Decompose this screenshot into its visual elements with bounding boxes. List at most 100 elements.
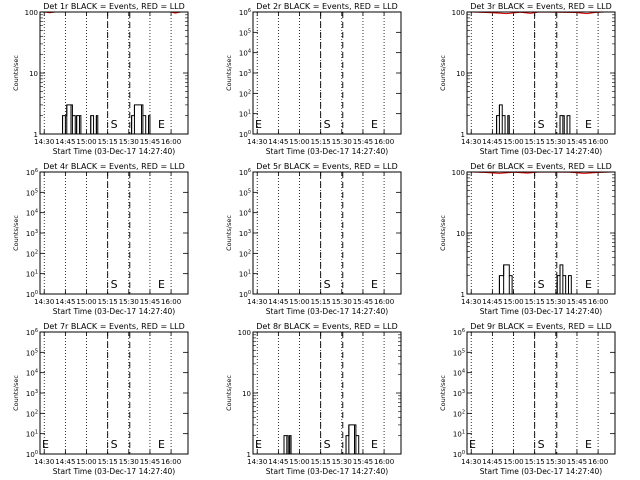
x-tick-label: 15:00 — [289, 138, 309, 146]
x-tick-label: 15:30 — [119, 298, 139, 306]
panel-title: Det 3r BLACK = Events, RED = LLD — [470, 2, 612, 11]
y-tick-label: 1 — [461, 131, 465, 139]
x-axis-label: Start Time (03-Dec-17 14:27:40) — [53, 147, 175, 156]
x-tick-label: 15:15 — [525, 298, 545, 306]
det-panel-7: Det 7r BLACK = Events, RED = LLD Counts/s… — [12, 322, 189, 476]
panel-title: Det 6r BLACK = Events, RED = LLD — [470, 162, 612, 171]
x-tick-label: 15:45 — [140, 458, 160, 466]
y-tick-label: 102 — [26, 249, 38, 258]
marker-s: S — [324, 438, 331, 451]
y-tick-label: 100 — [452, 9, 465, 17]
marker-e: E — [158, 438, 165, 451]
x-tick-label: 15:15 — [311, 458, 331, 466]
x-tick-label: 16:00 — [374, 458, 394, 466]
y-tick-label: 102 — [239, 249, 251, 258]
marker-s: S — [324, 278, 331, 291]
x-tick-label: 14:45 — [55, 138, 75, 146]
x-tick-label: 15:30 — [332, 138, 352, 146]
y-tick-label: 105 — [453, 348, 465, 357]
det-panel-1: Det 1r BLACK = Events, RED = LLD Counts/s… — [12, 2, 189, 156]
y-tick-label: 100 — [26, 290, 38, 299]
panel-title: Det 9r BLACK = Events, RED = LLD — [470, 322, 612, 331]
x-tick-label: 15:00 — [76, 298, 96, 306]
x-tick-label: 15:00 — [503, 298, 523, 306]
marker-s: S — [111, 438, 118, 451]
y-axis-label: Counts/sec — [225, 375, 233, 411]
x-tick-label: 16:00 — [374, 138, 394, 146]
x-tick-label: 14:30 — [247, 298, 267, 306]
y-tick-label: 102 — [239, 89, 251, 98]
x-tick-label: 15:15 — [525, 458, 545, 466]
y-tick-label: 102 — [453, 409, 465, 418]
y-axis-label: Counts/sec — [439, 375, 447, 411]
plot-frame — [252, 331, 402, 455]
x-tick-label: 15:45 — [353, 138, 373, 146]
y-tick-label: 101 — [26, 430, 38, 439]
x-axis-label: Start Time (03-Dec-17 14:27:40) — [480, 467, 602, 476]
y-tick-label: 105 — [26, 348, 38, 357]
y-axis-label: Counts/sec — [225, 215, 233, 251]
y-axis-label: Counts/sec — [12, 375, 20, 411]
y-tick-label: 101 — [26, 270, 38, 279]
y-tick-label: 103 — [239, 69, 251, 78]
y-tick-label: 10 — [456, 230, 465, 238]
y-tick-label: 103 — [453, 389, 465, 398]
x-tick-label: 15:00 — [76, 138, 96, 146]
x-axis-label: Start Time (03-Dec-17 14:27:40) — [266, 307, 388, 316]
x-tick-label: 16:00 — [588, 298, 608, 306]
plot-frame — [39, 11, 189, 135]
y-tick-label: 101 — [453, 430, 465, 439]
x-tick-label: 15:00 — [503, 458, 523, 466]
y-tick-label: 100 — [452, 169, 465, 177]
y-tick-label: 104 — [26, 369, 38, 378]
y-tick-label: 1 — [461, 291, 465, 299]
x-tick-label: 14:45 — [268, 138, 288, 146]
x-tick-label: 14:30 — [34, 298, 54, 306]
marker-e: E — [42, 438, 49, 451]
y-tick-label: 106 — [453, 328, 465, 337]
x-tick-label: 14:45 — [268, 298, 288, 306]
plot-frame — [39, 331, 189, 455]
det-panel-3: Det 3r BLACK = Events, RED = LLD Counts/s… — [439, 2, 616, 156]
plot-frame — [466, 171, 616, 295]
y-tick-label: 102 — [26, 409, 38, 418]
x-tick-label: 14:45 — [55, 458, 75, 466]
x-tick-label: 16:00 — [161, 458, 181, 466]
marker-s: S — [538, 118, 545, 131]
x-axis-label: Start Time (03-Dec-17 14:27:40) — [480, 307, 602, 316]
plot-frame — [39, 171, 189, 295]
x-tick-label: 15:45 — [567, 298, 587, 306]
panel-title: Det 5r BLACK = Events, RED = LLD — [256, 162, 398, 171]
y-axis-label: Counts/sec — [439, 55, 447, 91]
x-tick-label: 15:30 — [332, 298, 352, 306]
panel-title: Det 2r BLACK = Events, RED = LLD — [256, 2, 398, 11]
y-tick-label: 10 — [29, 70, 38, 78]
x-tick-label: 14:30 — [247, 458, 267, 466]
marker-e: E — [585, 278, 592, 291]
x-tick-label: 14:30 — [461, 298, 481, 306]
y-axis-label: Counts/sec — [439, 215, 447, 251]
y-tick-label: 101 — [239, 110, 251, 119]
x-tick-label: 14:45 — [482, 138, 502, 146]
x-tick-label: 15:00 — [289, 458, 309, 466]
marker-e: E — [371, 438, 378, 451]
x-tick-label: 14:30 — [461, 138, 481, 146]
y-tick-label: 106 — [239, 8, 251, 17]
det-panel-8: Det 8r BLACK = Events, RED = LLD Counts/s… — [225, 322, 402, 476]
y-tick-label: 100 — [26, 450, 38, 459]
y-tick-label: 100 — [239, 130, 251, 139]
x-tick-label: 15:45 — [567, 458, 587, 466]
x-axis-label: Start Time (03-Dec-17 14:27:40) — [53, 467, 175, 476]
marker-s: S — [538, 438, 545, 451]
y-axis-label: Counts/sec — [12, 215, 20, 251]
x-tick-label: 15:15 — [98, 298, 118, 306]
x-tick-label: 15:30 — [119, 458, 139, 466]
marker-s: S — [324, 118, 331, 131]
y-tick-label: 10 — [242, 390, 251, 398]
x-tick-label: 14:30 — [247, 138, 267, 146]
marker-s: S — [538, 278, 545, 291]
x-tick-label: 15:15 — [98, 138, 118, 146]
x-tick-label: 15:30 — [546, 458, 566, 466]
marker-e: E — [371, 118, 378, 131]
y-tick-label: 105 — [26, 188, 38, 197]
